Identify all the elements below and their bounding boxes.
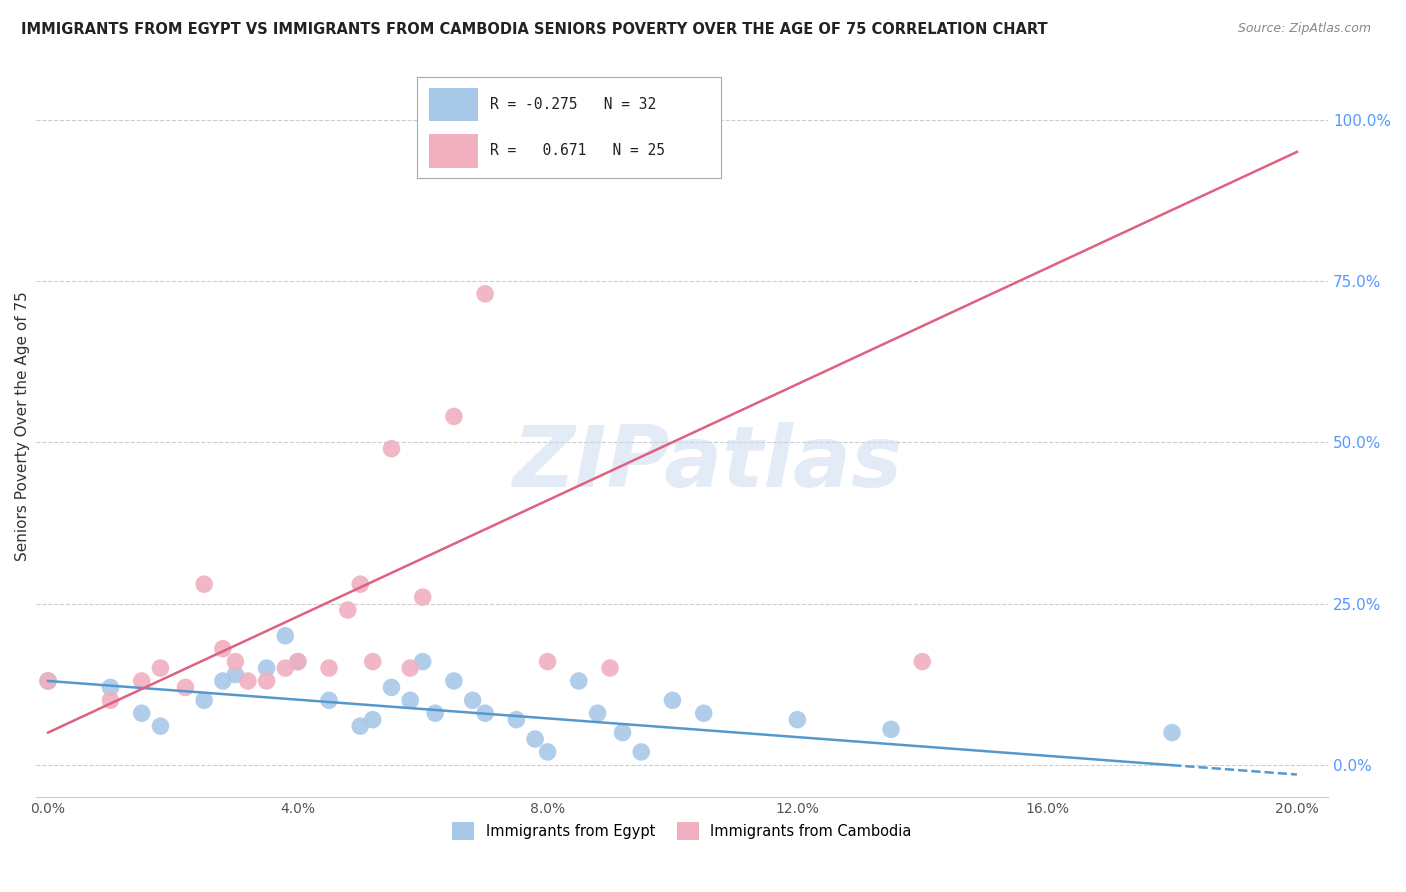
Point <box>193 577 215 591</box>
Legend: Immigrants from Egypt, Immigrants from Cambodia: Immigrants from Egypt, Immigrants from C… <box>446 816 918 846</box>
Point <box>399 661 422 675</box>
Text: IMMIGRANTS FROM EGYPT VS IMMIGRANTS FROM CAMBODIA SENIORS POVERTY OVER THE AGE O: IMMIGRANTS FROM EGYPT VS IMMIGRANTS FROM… <box>21 22 1047 37</box>
Point <box>524 732 547 747</box>
Point <box>568 673 591 688</box>
Point <box>630 745 652 759</box>
Text: Source: ZipAtlas.com: Source: ZipAtlas.com <box>1237 22 1371 36</box>
Point <box>880 723 903 737</box>
Point <box>692 706 714 721</box>
Point <box>287 655 309 669</box>
Point <box>425 706 447 721</box>
Point <box>318 693 340 707</box>
Point <box>443 409 465 424</box>
Point <box>212 673 235 688</box>
Point <box>661 112 683 127</box>
Y-axis label: Seniors Poverty Over the Age of 75: Seniors Poverty Over the Age of 75 <box>15 292 30 561</box>
Point <box>349 577 371 591</box>
Point <box>461 693 484 707</box>
Point <box>100 681 122 695</box>
Point <box>318 661 340 675</box>
Point <box>256 661 278 675</box>
Point <box>1161 725 1184 739</box>
Point <box>586 706 609 721</box>
Point <box>786 713 808 727</box>
Point <box>224 655 246 669</box>
Point <box>256 673 278 688</box>
Point <box>212 641 235 656</box>
Point <box>287 655 309 669</box>
Point <box>380 681 402 695</box>
Point <box>349 719 371 733</box>
Point <box>131 673 153 688</box>
Point <box>100 693 122 707</box>
Point <box>193 693 215 707</box>
Point <box>911 655 934 669</box>
Point <box>380 442 402 456</box>
Point <box>661 693 683 707</box>
Point <box>505 713 527 727</box>
Point <box>536 655 558 669</box>
Text: ZIPatlas: ZIPatlas <box>513 422 903 505</box>
Point <box>361 655 384 669</box>
Point <box>474 286 496 301</box>
Point <box>149 661 172 675</box>
Point <box>443 673 465 688</box>
Point <box>174 681 197 695</box>
Point <box>399 693 422 707</box>
Point <box>474 706 496 721</box>
Point <box>37 673 59 688</box>
Point <box>37 673 59 688</box>
Point <box>274 661 297 675</box>
Point <box>612 725 634 739</box>
Point <box>149 719 172 733</box>
Point <box>274 629 297 643</box>
Point <box>131 706 153 721</box>
Point <box>536 745 558 759</box>
Point <box>412 655 434 669</box>
Point <box>599 661 621 675</box>
Point <box>236 673 259 688</box>
Point <box>336 603 359 617</box>
Point <box>412 590 434 604</box>
Point <box>361 713 384 727</box>
Point <box>224 667 246 681</box>
